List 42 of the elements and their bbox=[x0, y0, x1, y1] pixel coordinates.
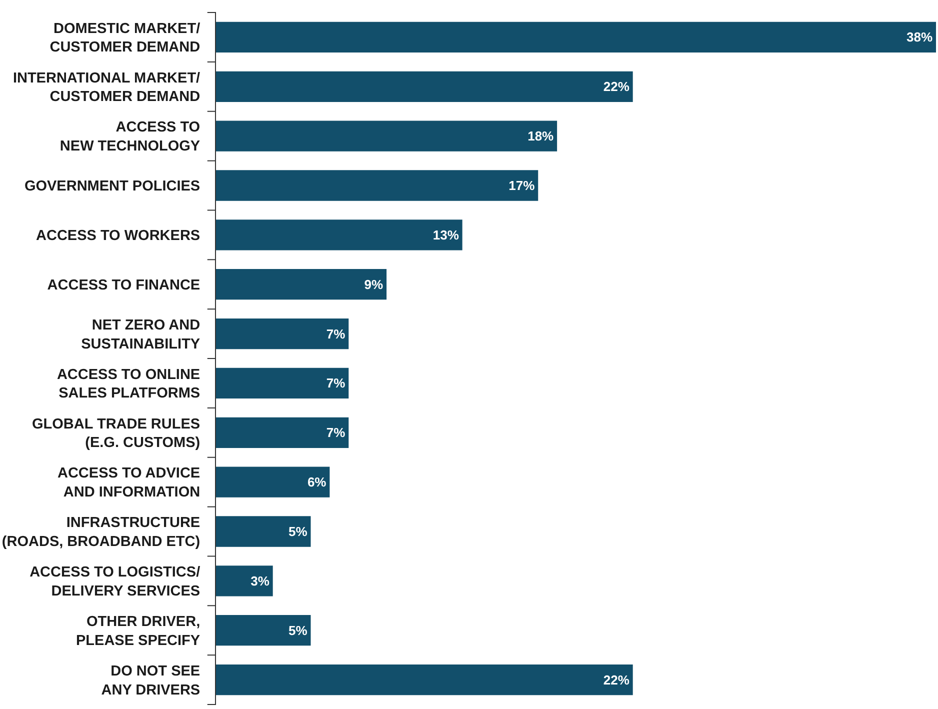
y-tick-label: ACCESS TO ONLINE SALES PLATFORMS bbox=[56, 366, 200, 402]
bar bbox=[216, 615, 311, 646]
y-tick-label: ACCESS TO NEW TECHNOLOGY bbox=[60, 120, 200, 155]
data-label: 13% bbox=[432, 227, 460, 242]
y-tick-label: GOVERNMENT POLICIES bbox=[24, 178, 200, 195]
data-label: 5% bbox=[288, 622, 308, 638]
bar bbox=[216, 368, 349, 399]
bar bbox=[216, 516, 311, 547]
data-label: 9% bbox=[364, 276, 384, 292]
bar bbox=[216, 22, 936, 53]
data-label: 17% bbox=[508, 178, 536, 193]
y-tick-label: INFRASTRUCTURE (ROADS, BROADBAND ETC) bbox=[2, 515, 200, 550]
data-label: 38% bbox=[906, 30, 933, 45]
bar bbox=[216, 269, 387, 300]
y-tick-label: ACCESS TO LOGISTICS/ DELIVERY SERVICES bbox=[30, 564, 200, 600]
y-tick-label: ACCESS TO ADVICE AND INFORMATION bbox=[57, 466, 200, 501]
data-label: 7% bbox=[326, 326, 346, 342]
bar bbox=[216, 318, 349, 350]
y-tick-label: NET ZERO AND SUSTAINABILITY bbox=[81, 317, 200, 352]
y-tick-label: OTHER DRIVER, PLEASE SPECIFY bbox=[76, 614, 200, 649]
bar bbox=[216, 220, 462, 250]
data-label: 22% bbox=[603, 672, 630, 688]
y-tick-label: GLOBAL TRADE RULES (E.G. CUSTOMS) bbox=[32, 416, 200, 452]
data-label: 3% bbox=[250, 573, 270, 588]
bar bbox=[216, 417, 349, 448]
bar bbox=[216, 466, 330, 498]
y-tick-label: DOMESTIC MARKET/ CUSTOMER DEMAND bbox=[50, 20, 200, 56]
bar bbox=[216, 170, 538, 201]
y-tick-label: ACCESS TO FINANCE bbox=[47, 277, 200, 294]
bar bbox=[216, 120, 558, 152]
data-label: 22% bbox=[603, 79, 630, 94]
data-label: 6% bbox=[307, 474, 327, 490]
data-label: 7% bbox=[326, 376, 346, 391]
y-tick-label: DO NOT SEE ANY DRIVERS bbox=[101, 663, 200, 698]
bar bbox=[216, 664, 633, 696]
y-tick-label: ACCESS TO WORKERS bbox=[36, 228, 200, 244]
data-label: 18% bbox=[528, 128, 554, 144]
data-label: 5% bbox=[288, 524, 308, 539]
data-label: 7% bbox=[326, 425, 346, 440]
bar bbox=[216, 566, 273, 596]
bar bbox=[216, 71, 633, 102]
y-tick-label: INTERNATIONAL MARKET/ CUSTOMER DEMAND bbox=[12, 70, 200, 106]
